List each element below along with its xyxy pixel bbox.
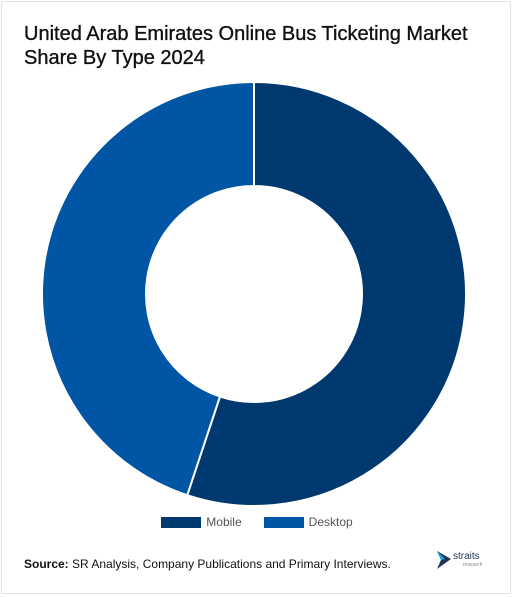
legend-swatch-desktop <box>263 516 304 528</box>
logo-arrow-icon <box>437 551 451 569</box>
legend-label-mobile: Mobile <box>206 515 242 529</box>
straits-research-logo: straits research <box>436 550 496 572</box>
donut-slices <box>41 80 467 507</box>
logo-sub: research <box>463 562 483 568</box>
chart-title: United Arab Emirates Online Bus Ticketin… <box>24 23 468 69</box>
donut-slice-mobile <box>185 80 467 507</box>
legend-swatch-mobile <box>161 516 202 528</box>
legend-item-desktop: Desktop <box>263 515 353 529</box>
legend-label-desktop: Desktop <box>308 515 353 529</box>
source-label: Source: <box>24 557 69 571</box>
legend-item-mobile: Mobile <box>161 515 242 529</box>
source-text: SR Analysis, Company Publications and Pr… <box>72 557 391 571</box>
donut-slice-desktop <box>41 80 255 497</box>
logo-name: straits <box>453 551 480 562</box>
source-note: Source: SR Analysis, Company Publication… <box>24 557 391 571</box>
chart-legend: Mobile Desktop <box>0 515 514 529</box>
